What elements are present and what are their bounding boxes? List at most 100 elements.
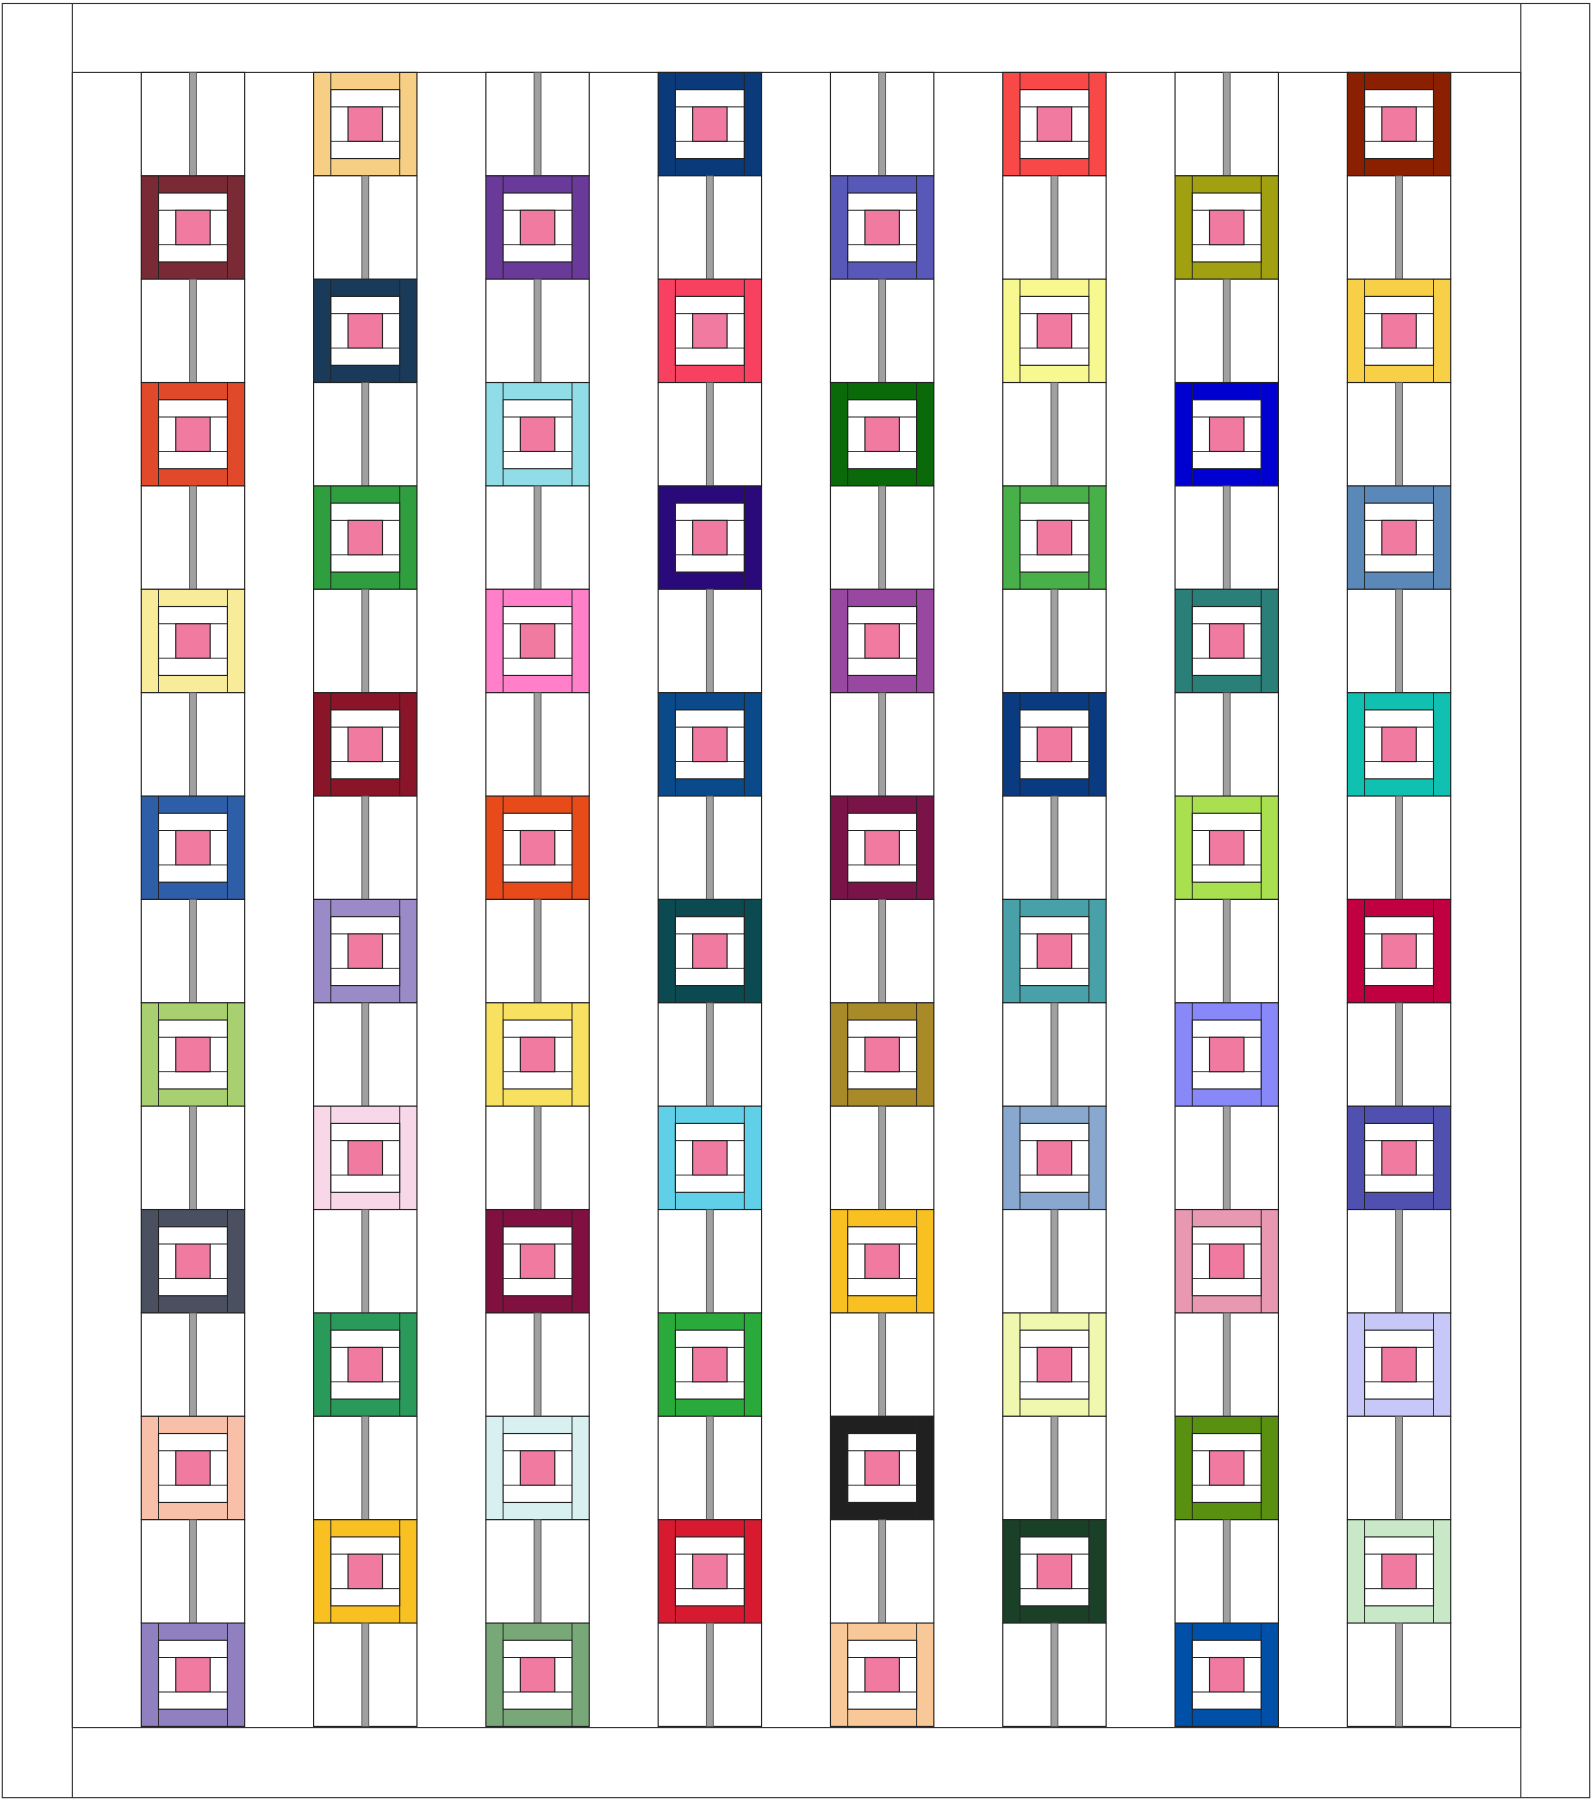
block-center bbox=[864, 1450, 900, 1486]
block-center bbox=[175, 829, 211, 866]
block-center bbox=[175, 623, 211, 659]
sashing-strip bbox=[705, 1002, 714, 1107]
sashing-strip bbox=[878, 71, 887, 177]
block-center bbox=[347, 726, 384, 763]
block-center bbox=[692, 519, 728, 556]
block-center bbox=[175, 1450, 211, 1486]
block-center bbox=[1381, 519, 1417, 556]
block-inner bbox=[1019, 1329, 1090, 1400]
sashing-strip bbox=[1222, 485, 1231, 590]
block-center bbox=[1381, 726, 1417, 763]
sashing-strip bbox=[361, 588, 370, 694]
block-center bbox=[1381, 106, 1417, 142]
sashing-strip bbox=[533, 692, 542, 797]
sashing-strip bbox=[1395, 795, 1403, 900]
block-center bbox=[175, 1656, 211, 1693]
block-center bbox=[1036, 519, 1073, 556]
block-center bbox=[1208, 829, 1245, 866]
sashing-strip bbox=[361, 1415, 370, 1521]
sashing-strip bbox=[189, 485, 197, 590]
block-center bbox=[1208, 1036, 1245, 1073]
block-center bbox=[519, 829, 556, 866]
block-center bbox=[347, 1346, 384, 1383]
block-center bbox=[1381, 933, 1417, 969]
block-center bbox=[1036, 933, 1073, 969]
block-center bbox=[1208, 1243, 1245, 1280]
block-center bbox=[1036, 1553, 1073, 1590]
block-center bbox=[692, 726, 728, 763]
sashing-strip bbox=[1395, 382, 1403, 487]
sashing-strip bbox=[361, 382, 370, 487]
sashing-strip bbox=[533, 485, 542, 590]
block-center bbox=[347, 519, 384, 556]
block-inner bbox=[157, 812, 229, 883]
block-center bbox=[1208, 1656, 1245, 1693]
block-center bbox=[1381, 313, 1417, 349]
block-center bbox=[1381, 1346, 1417, 1383]
sashing-strip bbox=[533, 71, 542, 177]
sashing-strip bbox=[878, 1312, 887, 1417]
block-center bbox=[519, 1656, 556, 1693]
block-center bbox=[519, 1450, 556, 1486]
sashing-strip bbox=[705, 1622, 714, 1727]
sashing-strip bbox=[1222, 1519, 1231, 1624]
sashing-strip bbox=[878, 692, 887, 797]
block-center bbox=[692, 1140, 728, 1176]
sashing-strip bbox=[1395, 1415, 1403, 1521]
block-center bbox=[519, 416, 556, 453]
sashing-strip bbox=[705, 795, 714, 900]
block-center bbox=[347, 933, 384, 969]
block-center bbox=[864, 416, 900, 453]
sashing-strip bbox=[878, 485, 887, 590]
sashing-strip bbox=[705, 382, 714, 487]
sashing-strip bbox=[1395, 1002, 1403, 1107]
block-center bbox=[347, 1140, 384, 1176]
sashing-strip bbox=[1222, 1105, 1231, 1211]
block-center bbox=[175, 1243, 211, 1280]
block-center bbox=[175, 209, 211, 246]
sashing-strip bbox=[878, 1105, 887, 1211]
block-center bbox=[1036, 106, 1073, 142]
sashing-strip bbox=[878, 278, 887, 384]
sashing-strip bbox=[533, 898, 542, 1004]
block-center bbox=[864, 829, 900, 866]
sashing-strip bbox=[533, 1105, 542, 1211]
sashing-strip bbox=[1050, 1002, 1059, 1107]
sashing-strip bbox=[1222, 1312, 1231, 1417]
sashing-strip bbox=[1222, 71, 1231, 177]
sashing-strip bbox=[1050, 588, 1059, 694]
sashing-strip bbox=[1395, 588, 1403, 694]
block-center bbox=[864, 623, 900, 659]
block-center bbox=[692, 1346, 728, 1383]
block-center bbox=[1036, 1140, 1073, 1176]
block-center bbox=[864, 1656, 900, 1693]
sashing-strip bbox=[1395, 175, 1403, 280]
block-center bbox=[1208, 1450, 1245, 1486]
sashing-strip bbox=[361, 175, 370, 280]
block-center bbox=[692, 933, 728, 969]
block-center bbox=[175, 1036, 211, 1073]
sashing-strip bbox=[189, 898, 197, 1004]
sashing-strip bbox=[189, 692, 197, 797]
sashing-strip bbox=[705, 588, 714, 694]
sashing-strip bbox=[361, 1622, 370, 1727]
block-center bbox=[692, 1553, 728, 1590]
block-center bbox=[692, 313, 728, 349]
sashing-strip bbox=[189, 1312, 197, 1417]
block-center bbox=[1036, 726, 1073, 763]
sashing-strip bbox=[189, 1105, 197, 1211]
sashing-strip bbox=[1395, 1622, 1403, 1727]
block-center bbox=[1208, 416, 1245, 453]
sashing-strip bbox=[705, 1209, 714, 1314]
block-center bbox=[864, 1243, 900, 1280]
sashing-strip bbox=[189, 1519, 197, 1624]
block-center bbox=[347, 313, 384, 349]
sashing-strip bbox=[1222, 692, 1231, 797]
sashing-strip bbox=[533, 1519, 542, 1624]
sashing-strip bbox=[361, 1209, 370, 1314]
sashing-strip bbox=[1395, 1209, 1403, 1314]
block-center bbox=[519, 1243, 556, 1280]
block-center bbox=[1208, 623, 1245, 659]
